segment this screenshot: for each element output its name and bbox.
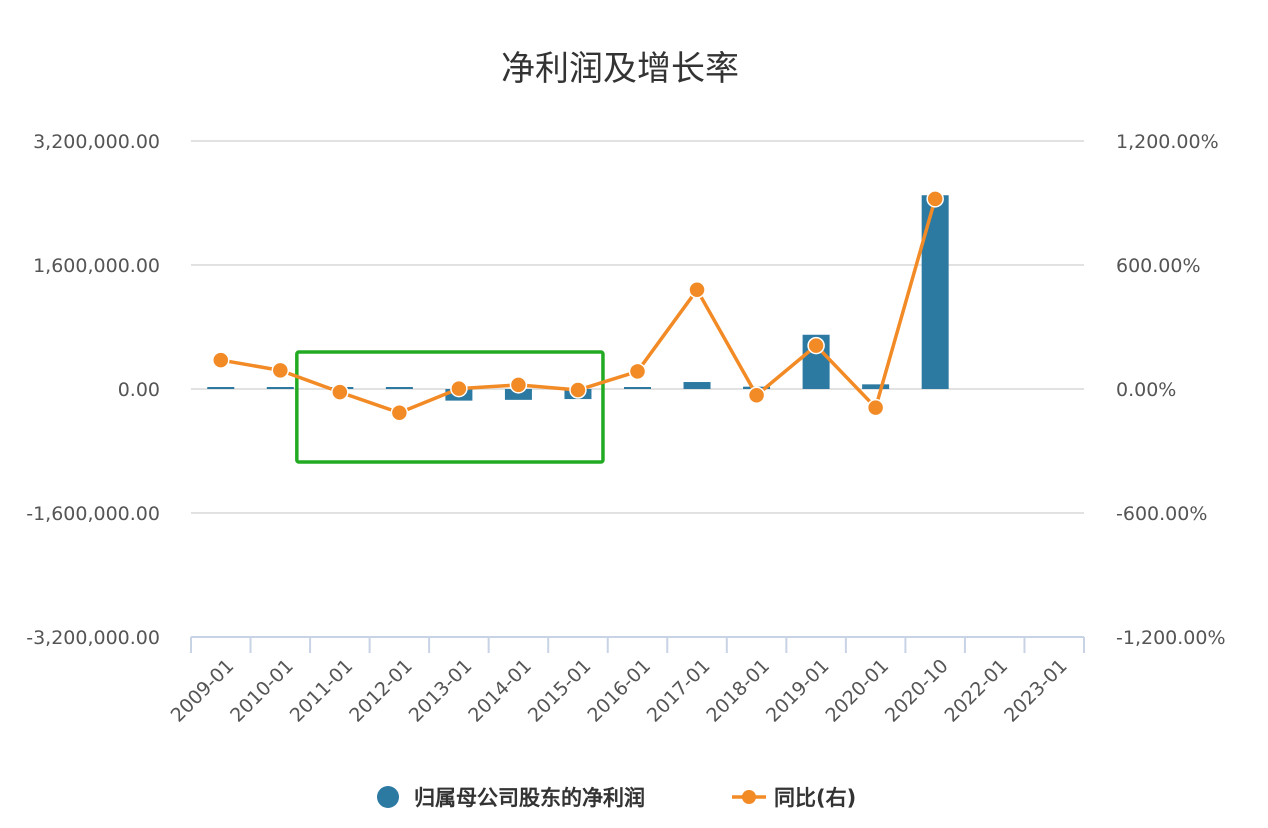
y-left-tick-label: -3,200,000.00 [26, 627, 160, 649]
point-2020-10[interactable] [926, 190, 944, 208]
bar-2014-01[interactable] [504, 389, 532, 400]
point-2011-01[interactable] [331, 383, 349, 401]
y-right-tick-label: 1,200.00% [1116, 131, 1219, 153]
y-right-tick-label: 0.00% [1116, 379, 1176, 401]
annotation-layer [295, 350, 605, 464]
bar-2020-10[interactable] [921, 195, 949, 389]
bar-2017-01[interactable] [683, 382, 711, 389]
y-right-tick-label: -600.00% [1116, 503, 1207, 525]
x-tick-label: 2017-01 [643, 655, 715, 727]
y-left-tick-label: 3,200,000.00 [33, 131, 160, 153]
point-2015-01[interactable] [569, 381, 587, 399]
y-left-tick-label: 0.00 [118, 379, 160, 401]
bar-2016-01[interactable] [624, 387, 651, 389]
chart-title: 净利润及增长率 [501, 49, 739, 89]
bar-2012-01[interactable] [385, 387, 413, 389]
bar-2009-01[interactable] [207, 387, 235, 389]
point-2016-01[interactable] [628, 362, 647, 381]
point-2017-01[interactable] [688, 281, 706, 299]
point-2013-01[interactable] [450, 379, 468, 398]
x-tick-label: 2019-01 [762, 655, 834, 727]
x-tick-label: 2011-01 [286, 655, 358, 727]
point-2014-01[interactable] [509, 376, 528, 394]
y-left-tick-label: -1,600,000.00 [26, 503, 160, 525]
legend-marker-dot-icon [742, 790, 756, 804]
point-2010-01[interactable] [271, 361, 290, 380]
y-right-tick-label: -1,200.00% [1116, 627, 1226, 649]
point-2020-01[interactable] [866, 398, 885, 417]
legend-marker-circle-icon [377, 786, 399, 808]
bar-2020-01[interactable] [862, 384, 890, 389]
x-tick-label: 2020-10 [881, 655, 953, 727]
x-tick-label: 2015-01 [524, 655, 596, 727]
point-2019-01[interactable] [807, 336, 825, 355]
point-2012-01[interactable] [390, 404, 409, 422]
x-tick-label: 2022-01 [941, 655, 1013, 727]
line-series [212, 190, 944, 422]
point-2009-01[interactable] [212, 351, 230, 369]
point-2018-01[interactable] [747, 386, 766, 404]
legend-item-yoy[interactable]: 同比(右) [732, 786, 856, 810]
legend-label: 归属母公司股东的净利润 [414, 786, 645, 810]
legend-item-net-profit[interactable]: 归属母公司股东的净利润 [377, 786, 645, 810]
y-left-tick-label: 1,600,000.00 [33, 255, 160, 277]
x-tick-label: 2018-01 [702, 655, 774, 727]
x-tick-label: 2020-01 [821, 655, 893, 727]
legend[interactable]: 归属母公司股东的净利润 同比(右) [377, 786, 856, 810]
x-tick-label: 2010-01 [226, 655, 298, 727]
highlight-box [295, 350, 605, 464]
x-tick-label: 2016-01 [583, 655, 655, 727]
bar-2010-01[interactable] [266, 387, 294, 389]
gridlines [191, 140, 1084, 514]
y-right-tick-label: 600.00% [1116, 255, 1201, 277]
x-tick-label: 2012-01 [345, 655, 417, 727]
x-tick-label: 2013-01 [405, 655, 477, 727]
axes: 3,200,000.00 1,200.00% 1,600,000.00 600.00%… [26, 131, 1225, 727]
x-tick-label: 2014-01 [464, 655, 536, 727]
x-tick-label: 2023-01 [1000, 655, 1072, 727]
legend-label: 同比(右) [774, 786, 856, 810]
x-tick-label: 2009-01 [167, 655, 239, 727]
